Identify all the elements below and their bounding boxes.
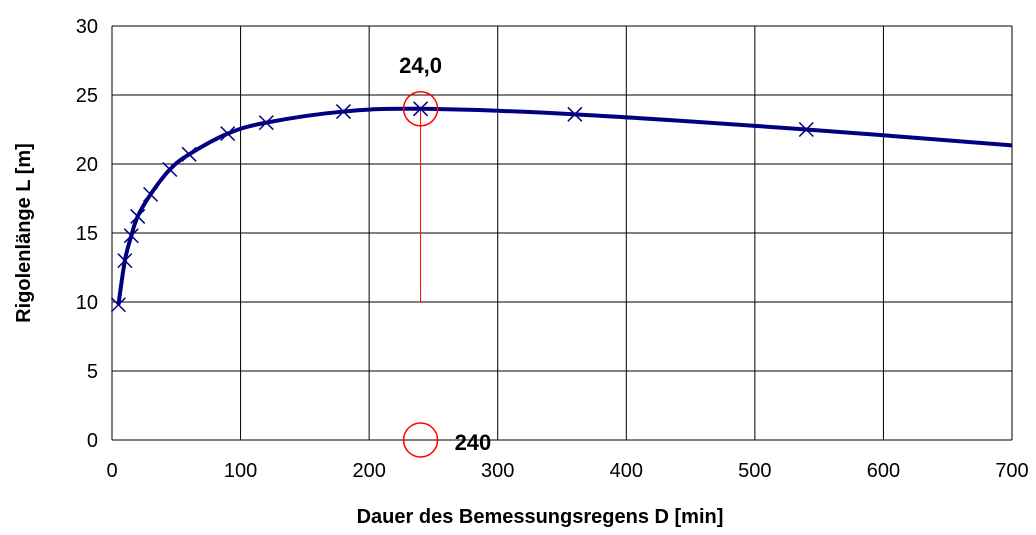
x-tick-label: 400: [610, 460, 643, 482]
x-tick-label: 300: [481, 460, 514, 482]
peak-circle: [402, 91, 439, 127]
marker-stroke: [110, 297, 126, 313]
x-axis-title: Dauer des Bemessungsregens D [min]: [357, 506, 724, 528]
y-tick-label: 10: [76, 292, 98, 314]
marker-stroke: [413, 101, 429, 117]
marker-stroke: [567, 106, 583, 122]
peak-label: 24,0: [399, 53, 442, 78]
data-point-marker: [162, 161, 178, 178]
marker-stroke: [117, 253, 133, 269]
duration-label: 240: [455, 430, 492, 455]
marker-stroke: [798, 121, 814, 138]
data-point-marker: [220, 126, 236, 142]
y-tick-label: 0: [87, 430, 98, 452]
marker-stroke: [181, 146, 197, 162]
data-point-marker: [110, 297, 126, 313]
data-point-marker: [181, 146, 197, 162]
marker-stroke: [335, 104, 351, 120]
y-tick-label: 5: [87, 361, 98, 383]
data-point-marker: [123, 228, 139, 244]
series-line: [116, 106, 1012, 306]
y-tick-label: 30: [76, 16, 98, 38]
data-point-marker: [798, 121, 814, 138]
data-point-marker: [143, 186, 159, 202]
data-point-marker: [567, 106, 583, 122]
annotations-layer: 24,0 240: [399, 53, 492, 458]
data-point-marker: [258, 115, 274, 131]
series-layer: [116, 106, 1012, 306]
x-tick-label: 600: [867, 460, 900, 482]
x-tick-label: 500: [738, 460, 771, 482]
data-point-marker: [413, 101, 429, 117]
marker-stroke: [220, 126, 236, 142]
marker-stroke: [258, 115, 274, 131]
markers-layer: [110, 101, 814, 313]
data-point-marker: [117, 253, 133, 269]
x-tick-label: 200: [352, 460, 385, 482]
tick-labels: 0 100 200 300 400 500 600 700 0 5 10 15 20 25 30: [76, 16, 1029, 482]
duration-circle: [402, 422, 439, 458]
data-point-marker: [130, 208, 146, 224]
y-tick-label: 20: [76, 154, 98, 176]
data-point-marker: [335, 104, 351, 120]
marker-stroke: [143, 186, 159, 202]
marker-stroke: [123, 228, 139, 244]
x-tick-label: 100: [224, 460, 257, 482]
marker-stroke: [162, 161, 178, 178]
x-tick-label: 0: [106, 460, 117, 482]
x-tick-label: 700: [995, 460, 1028, 482]
y-axis-title: Rigolenlänge L [m]: [13, 143, 35, 323]
grid: [111, 25, 1013, 441]
y-tick-label: 25: [76, 85, 98, 107]
y-tick-label: 15: [76, 223, 98, 245]
marker-stroke: [130, 208, 146, 224]
